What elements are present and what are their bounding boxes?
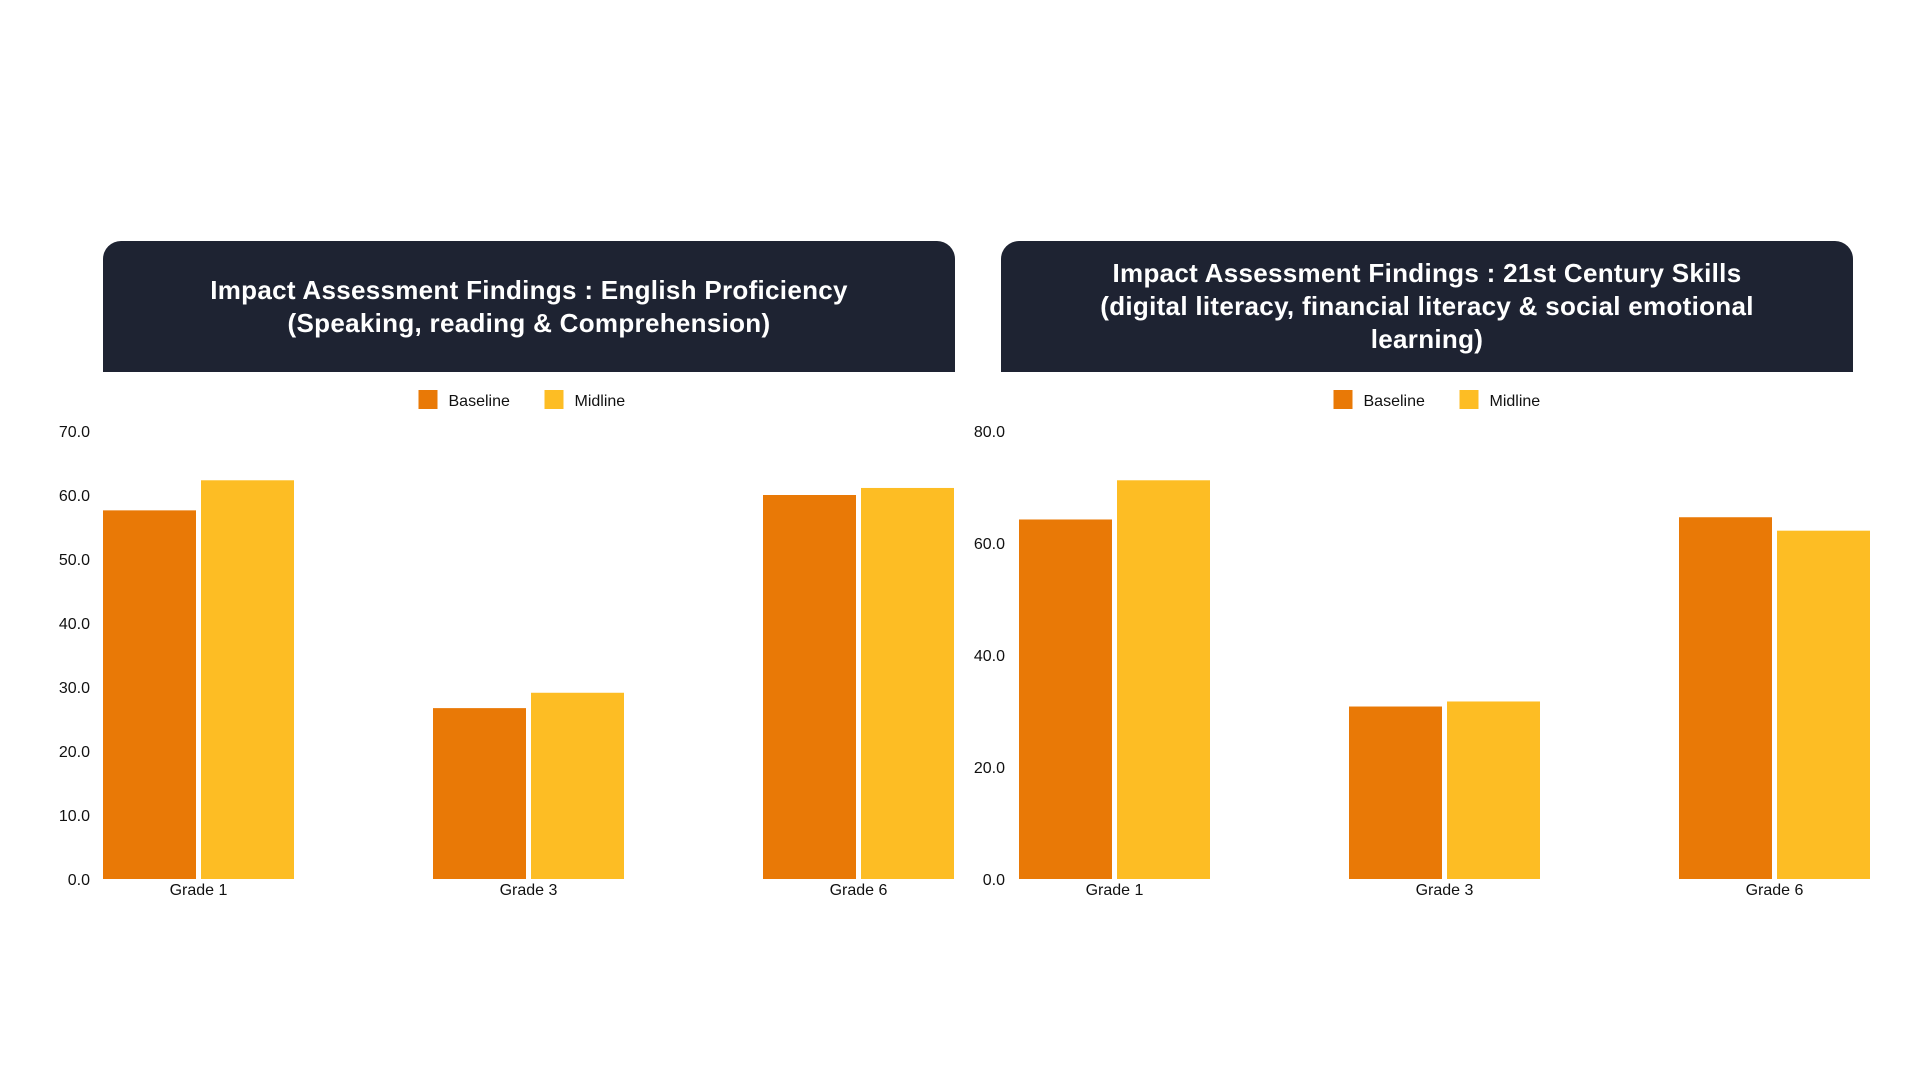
legend-label-midline: Midline: [1490, 393, 1541, 410]
bar-midline-grade-6: [1777, 530, 1870, 879]
y-tick-label: 0.0: [68, 872, 90, 889]
legend-swatch-midline: [544, 390, 564, 409]
bar-midline-grade-3: [531, 692, 624, 879]
chart-title-english: Impact Assessment Findings : English Pro…: [210, 274, 848, 338]
legend-swatch-baseline: [418, 390, 438, 409]
x-category-label: Grade 6: [1746, 882, 1804, 899]
y-tick-label: 10.0: [59, 808, 90, 825]
y-tick-label: 40.0: [59, 616, 90, 633]
legend-swatch-baseline: [1333, 390, 1353, 409]
x-category-label: Grade 1: [170, 882, 228, 899]
y-tick-label: 60.0: [59, 488, 90, 505]
bar-midline-grade-1: [1117, 480, 1210, 879]
chart-header-21st-century: Impact Assessment Findings : 21st Centur…: [1001, 241, 1853, 372]
bar-baseline-grade-3: [1349, 706, 1442, 879]
bar-midline-grade-3: [1447, 701, 1540, 879]
y-tick-label: 30.0: [59, 680, 90, 697]
x-category-label: Grade 6: [830, 882, 888, 899]
bar-midline-grade-1: [201, 480, 294, 879]
y-tick-label: 20.0: [59, 744, 90, 761]
legend-label-baseline: Baseline: [1364, 393, 1425, 410]
x-category-label: Grade 1: [1086, 882, 1144, 899]
y-tick-label: 0.0: [983, 872, 1005, 889]
y-tick-label: 80.0: [974, 424, 1005, 441]
bar-baseline-grade-3: [433, 708, 526, 879]
chart-title-21st-century: Impact Assessment Findings : 21st Centur…: [1100, 258, 1754, 354]
y-tick-label: 20.0: [974, 760, 1005, 777]
bar-baseline-grade-6: [763, 495, 856, 879]
bar-baseline-grade-6: [1679, 517, 1772, 879]
bar-baseline-grade-1: [1019, 519, 1112, 879]
legend-label-midline: Midline: [575, 393, 626, 410]
y-tick-label: 50.0: [59, 552, 90, 569]
y-tick-label: 70.0: [59, 424, 90, 441]
chart-header-english: Impact Assessment Findings : English Pro…: [103, 241, 955, 372]
y-tick-label: 60.0: [974, 536, 1005, 553]
bar-chart-english-proficiency: 0.0 10.0 20.0 30.0 40.0 50.0 60.0 70.0 Grade 1 Gr…: [59, 390, 954, 899]
legend-swatch-midline: [1459, 390, 1479, 409]
y-tick-label: 40.0: [974, 648, 1005, 665]
x-category-label: Grade 3: [1416, 882, 1474, 899]
bar-midline-grade-6: [861, 487, 954, 879]
bar-baseline-grade-1: [103, 510, 196, 879]
legend-label-baseline: Baseline: [449, 393, 510, 410]
x-category-label: Grade 3: [500, 882, 558, 899]
